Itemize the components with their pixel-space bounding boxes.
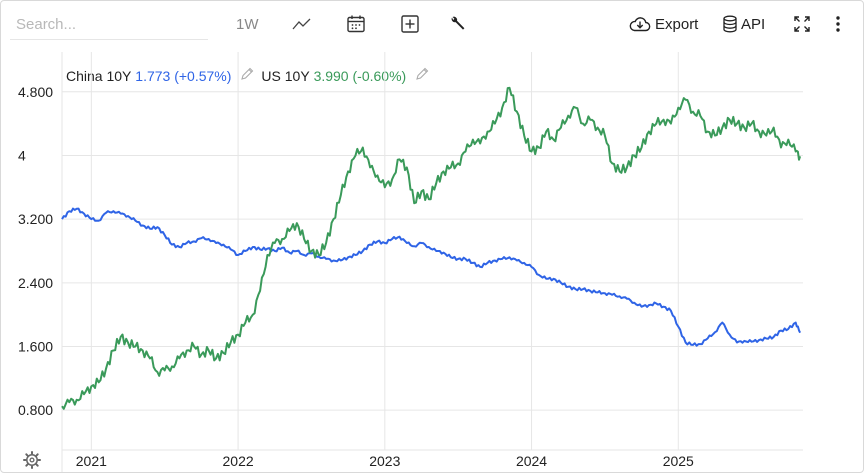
export-button[interactable]: Export	[628, 10, 698, 38]
y-tick-label: 4	[18, 147, 26, 163]
legend-us-edit-button[interactable]	[414, 66, 430, 85]
x-tick-label: 2023	[369, 453, 400, 469]
legend-china-change: (+0.57%)	[174, 67, 232, 84]
calendar-icon	[347, 15, 365, 33]
legend-us-label[interactable]: US 10Y	[261, 67, 310, 84]
wrench-icon	[451, 16, 465, 30]
search-input[interactable]	[10, 10, 208, 40]
toolbar: 1W Export	[0, 0, 866, 50]
database-icon	[723, 15, 737, 33]
legend-us-change: (-0.60%)	[352, 67, 407, 84]
pencil-icon	[241, 67, 254, 80]
y-tick-label: 1.600	[18, 338, 53, 354]
y-tick-label: 4.800	[18, 84, 53, 100]
more-menu-button[interactable]	[830, 10, 846, 38]
line-chart-button[interactable]	[288, 10, 316, 38]
legend-china-label[interactable]: China 10Y	[66, 67, 132, 84]
series-line	[61, 86, 802, 410]
settings-icon	[23, 451, 41, 469]
chart-legend: China 10Y 1.773 (+0.57%) US 10Y 3.990 (-…	[66, 66, 436, 85]
add-icon	[401, 15, 419, 33]
grid	[61, 52, 803, 472]
more-icon	[836, 16, 840, 32]
period-button[interactable]: 1W	[236, 15, 259, 33]
legend-china-edit-button[interactable]	[239, 66, 255, 85]
series-us-10y[interactable]	[61, 86, 802, 410]
fullscreen-icon	[794, 16, 810, 32]
y-tick-label: 2.400	[18, 275, 53, 291]
x-tick-label: 2025	[663, 453, 694, 469]
x-tick-label: 2024	[516, 453, 547, 469]
pencil-icon	[416, 67, 429, 80]
line-chart-icon	[292, 18, 311, 30]
calendar-button[interactable]	[344, 10, 368, 38]
legend-china-value: 1.773	[135, 67, 171, 84]
fullscreen-button[interactable]	[790, 10, 814, 38]
api-label: API	[741, 15, 766, 33]
series-line	[61, 207, 802, 347]
x-tick-label: 2021	[76, 453, 107, 469]
legend-us-value: 3.990	[313, 67, 349, 84]
series	[61, 86, 802, 410]
x-tick-label: 2022	[223, 453, 254, 469]
export-label: Export	[655, 15, 699, 33]
y-tick-label: 3.200	[18, 211, 53, 227]
y-axis: 0.800 1.600 2.400 3.200 4 4.800	[18, 84, 53, 418]
add-indicator-button[interactable]	[398, 10, 422, 38]
y-tick-label: 0.800	[18, 402, 53, 418]
chart-settings-button[interactable]	[23, 451, 41, 469]
cloud-download-icon	[629, 17, 651, 32]
api-button[interactable]: API	[722, 10, 765, 38]
settings-tool-button[interactable]	[446, 10, 470, 38]
x-axis: 2021 2022 2023 2024 2025	[76, 453, 694, 469]
series-china-10y[interactable]	[61, 207, 802, 347]
